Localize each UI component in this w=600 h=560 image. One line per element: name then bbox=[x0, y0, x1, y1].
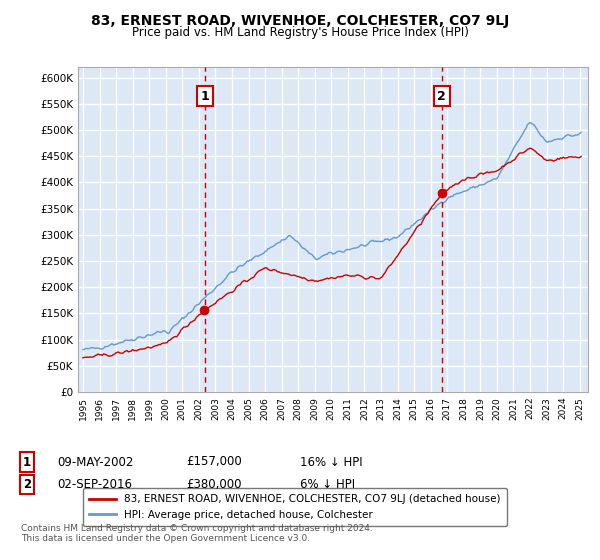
Legend: 83, ERNEST ROAD, WIVENHOE, COLCHESTER, CO7 9LJ (detached house), HPI: Average pr: 83, ERNEST ROAD, WIVENHOE, COLCHESTER, C… bbox=[83, 488, 506, 526]
Text: Contains HM Land Registry data © Crown copyright and database right 2024.
This d: Contains HM Land Registry data © Crown c… bbox=[21, 524, 373, 543]
Text: 6% ↓ HPI: 6% ↓ HPI bbox=[300, 478, 355, 491]
Text: £157,000: £157,000 bbox=[186, 455, 242, 469]
Text: £380,000: £380,000 bbox=[186, 478, 241, 491]
Text: 1: 1 bbox=[23, 455, 31, 469]
Text: 1: 1 bbox=[200, 90, 209, 102]
Text: 09-MAY-2002: 09-MAY-2002 bbox=[57, 455, 133, 469]
Text: 16% ↓ HPI: 16% ↓ HPI bbox=[300, 455, 362, 469]
Text: Price paid vs. HM Land Registry's House Price Index (HPI): Price paid vs. HM Land Registry's House … bbox=[131, 26, 469, 39]
Text: 02-SEP-2016: 02-SEP-2016 bbox=[57, 478, 132, 491]
Text: 2: 2 bbox=[437, 90, 446, 102]
Text: 83, ERNEST ROAD, WIVENHOE, COLCHESTER, CO7 9LJ: 83, ERNEST ROAD, WIVENHOE, COLCHESTER, C… bbox=[91, 14, 509, 28]
Text: 2: 2 bbox=[23, 478, 31, 491]
